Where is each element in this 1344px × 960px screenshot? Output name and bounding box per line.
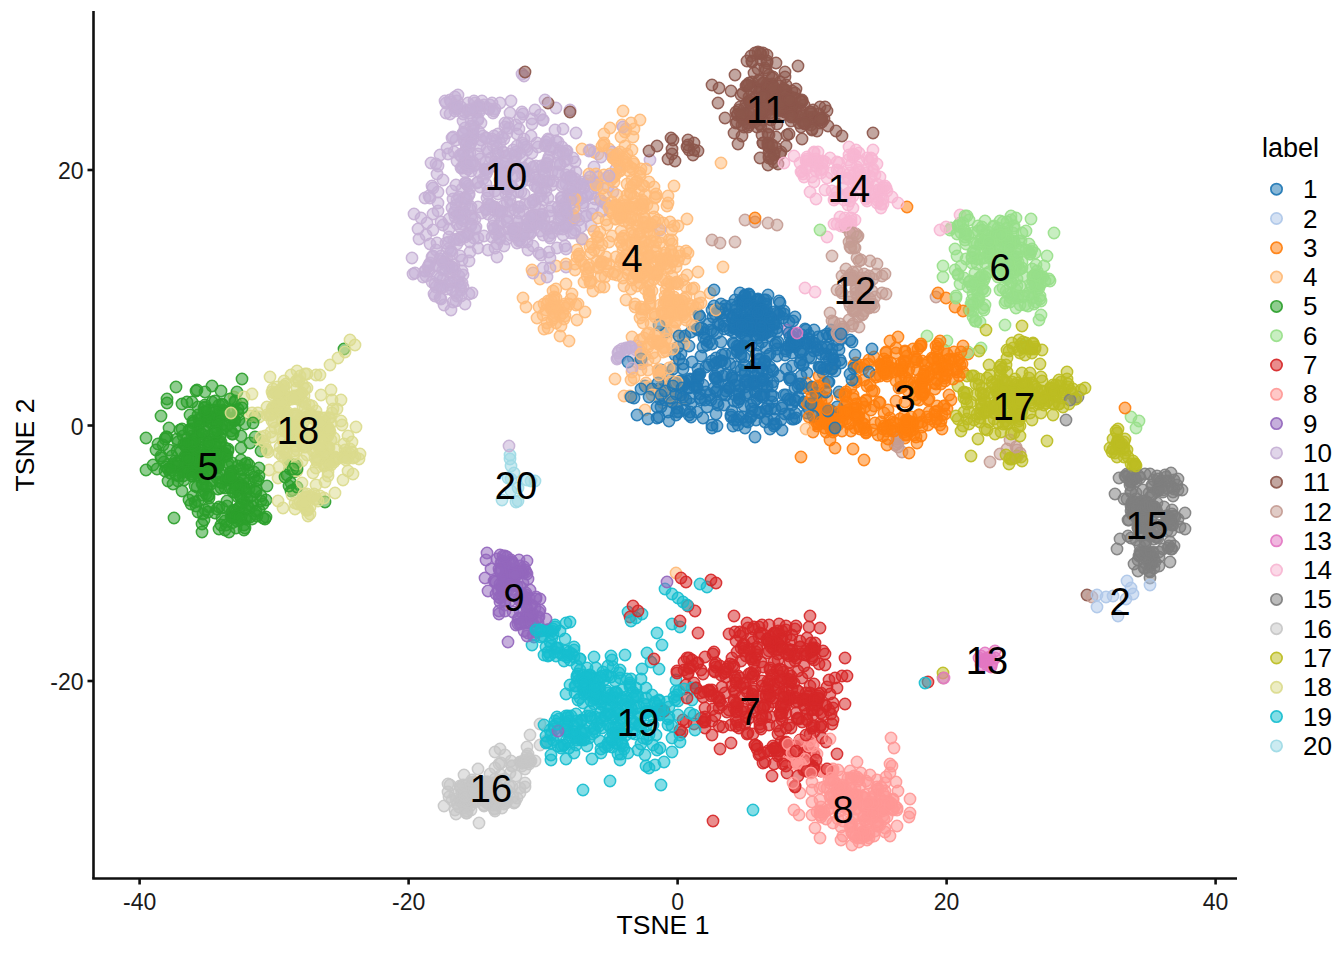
svg-text:13: 13 xyxy=(966,640,1008,682)
svg-text:12: 12 xyxy=(1303,497,1332,527)
svg-text:40: 40 xyxy=(1203,889,1229,915)
svg-text:19: 19 xyxy=(617,702,659,744)
svg-text:6: 6 xyxy=(989,247,1010,289)
svg-text:-40: -40 xyxy=(123,889,156,915)
svg-text:14: 14 xyxy=(828,168,870,210)
svg-text:17: 17 xyxy=(993,386,1035,428)
svg-text:11: 11 xyxy=(746,89,785,131)
svg-text:10: 10 xyxy=(1303,438,1332,468)
svg-text:4: 4 xyxy=(1303,262,1317,292)
svg-text:18: 18 xyxy=(1303,672,1332,702)
svg-text:2: 2 xyxy=(1109,581,1130,623)
svg-text:14: 14 xyxy=(1303,555,1332,585)
svg-text:12: 12 xyxy=(834,270,876,312)
svg-text:7: 7 xyxy=(739,691,760,733)
svg-text:3: 3 xyxy=(1303,233,1317,263)
svg-text:9: 9 xyxy=(1303,409,1317,439)
svg-text:8: 8 xyxy=(1303,379,1317,409)
svg-text:20: 20 xyxy=(58,158,84,184)
svg-text:3: 3 xyxy=(894,378,915,420)
svg-text:label: label xyxy=(1262,133,1319,163)
svg-text:4: 4 xyxy=(621,238,642,280)
svg-text:5: 5 xyxy=(1303,291,1317,321)
svg-text:5: 5 xyxy=(197,446,218,488)
svg-text:-20: -20 xyxy=(392,889,425,915)
svg-text:18: 18 xyxy=(277,410,319,452)
svg-text:7: 7 xyxy=(1303,350,1317,380)
svg-text:-20: -20 xyxy=(50,669,83,695)
svg-text:11: 11 xyxy=(1303,467,1330,497)
svg-text:1: 1 xyxy=(1303,174,1317,204)
svg-text:16: 16 xyxy=(1303,614,1332,644)
svg-text:17: 17 xyxy=(1303,643,1332,673)
svg-text:TSNE 2: TSNE 2 xyxy=(10,399,40,492)
svg-text:10: 10 xyxy=(485,156,527,198)
svg-text:0: 0 xyxy=(71,414,84,440)
svg-text:15: 15 xyxy=(1126,505,1168,547)
svg-text:15: 15 xyxy=(1303,584,1332,614)
svg-text:19: 19 xyxy=(1303,702,1332,732)
svg-text:20: 20 xyxy=(934,889,960,915)
svg-text:1: 1 xyxy=(741,335,762,377)
svg-text:20: 20 xyxy=(495,465,537,507)
svg-text:8: 8 xyxy=(832,789,853,831)
svg-text:2: 2 xyxy=(1303,204,1317,234)
svg-text:20: 20 xyxy=(1303,731,1332,761)
svg-text:16: 16 xyxy=(470,768,512,810)
svg-text:TSNE 1: TSNE 1 xyxy=(617,910,710,940)
svg-text:6: 6 xyxy=(1303,321,1317,351)
svg-text:13: 13 xyxy=(1303,526,1332,556)
svg-text:9: 9 xyxy=(503,577,524,619)
